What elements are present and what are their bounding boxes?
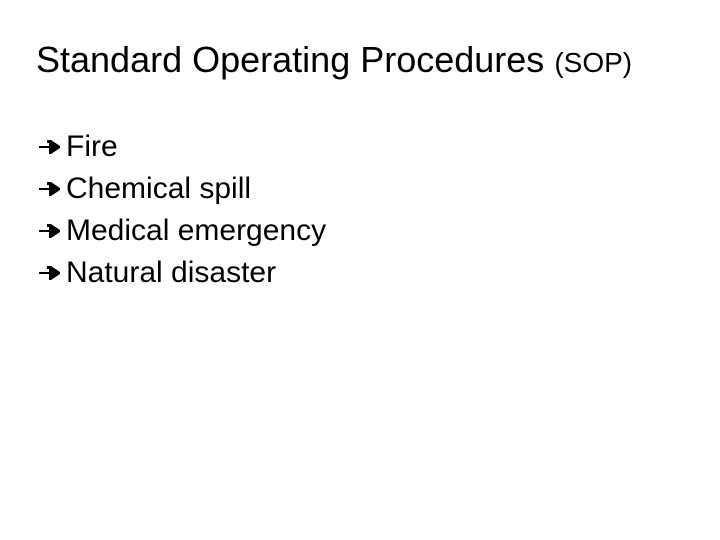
title-suffix: (SOP) [554,47,632,78]
pointing-hand-icon [36,259,64,287]
pointing-hand-icon [36,133,64,161]
list-item: Fire [36,129,684,165]
title-main: Standard Operating Procedures [36,39,554,80]
list-item-label: Natural disaster [66,255,276,291]
list-item: Natural disaster [36,255,684,291]
slide-title: Standard Operating Procedures (SOP) [36,38,684,81]
bullet-list: Fire Chemical spill Medical emergency [36,129,684,291]
pointing-hand-icon [36,217,64,245]
list-item: Medical emergency [36,213,684,249]
slide-container: Standard Operating Procedures (SOP) Fire… [0,0,720,540]
list-item: Chemical spill [36,171,684,207]
list-item-label: Medical emergency [66,213,326,249]
list-item-label: Fire [66,129,118,165]
pointing-hand-icon [36,175,64,203]
list-item-label: Chemical spill [66,171,251,207]
